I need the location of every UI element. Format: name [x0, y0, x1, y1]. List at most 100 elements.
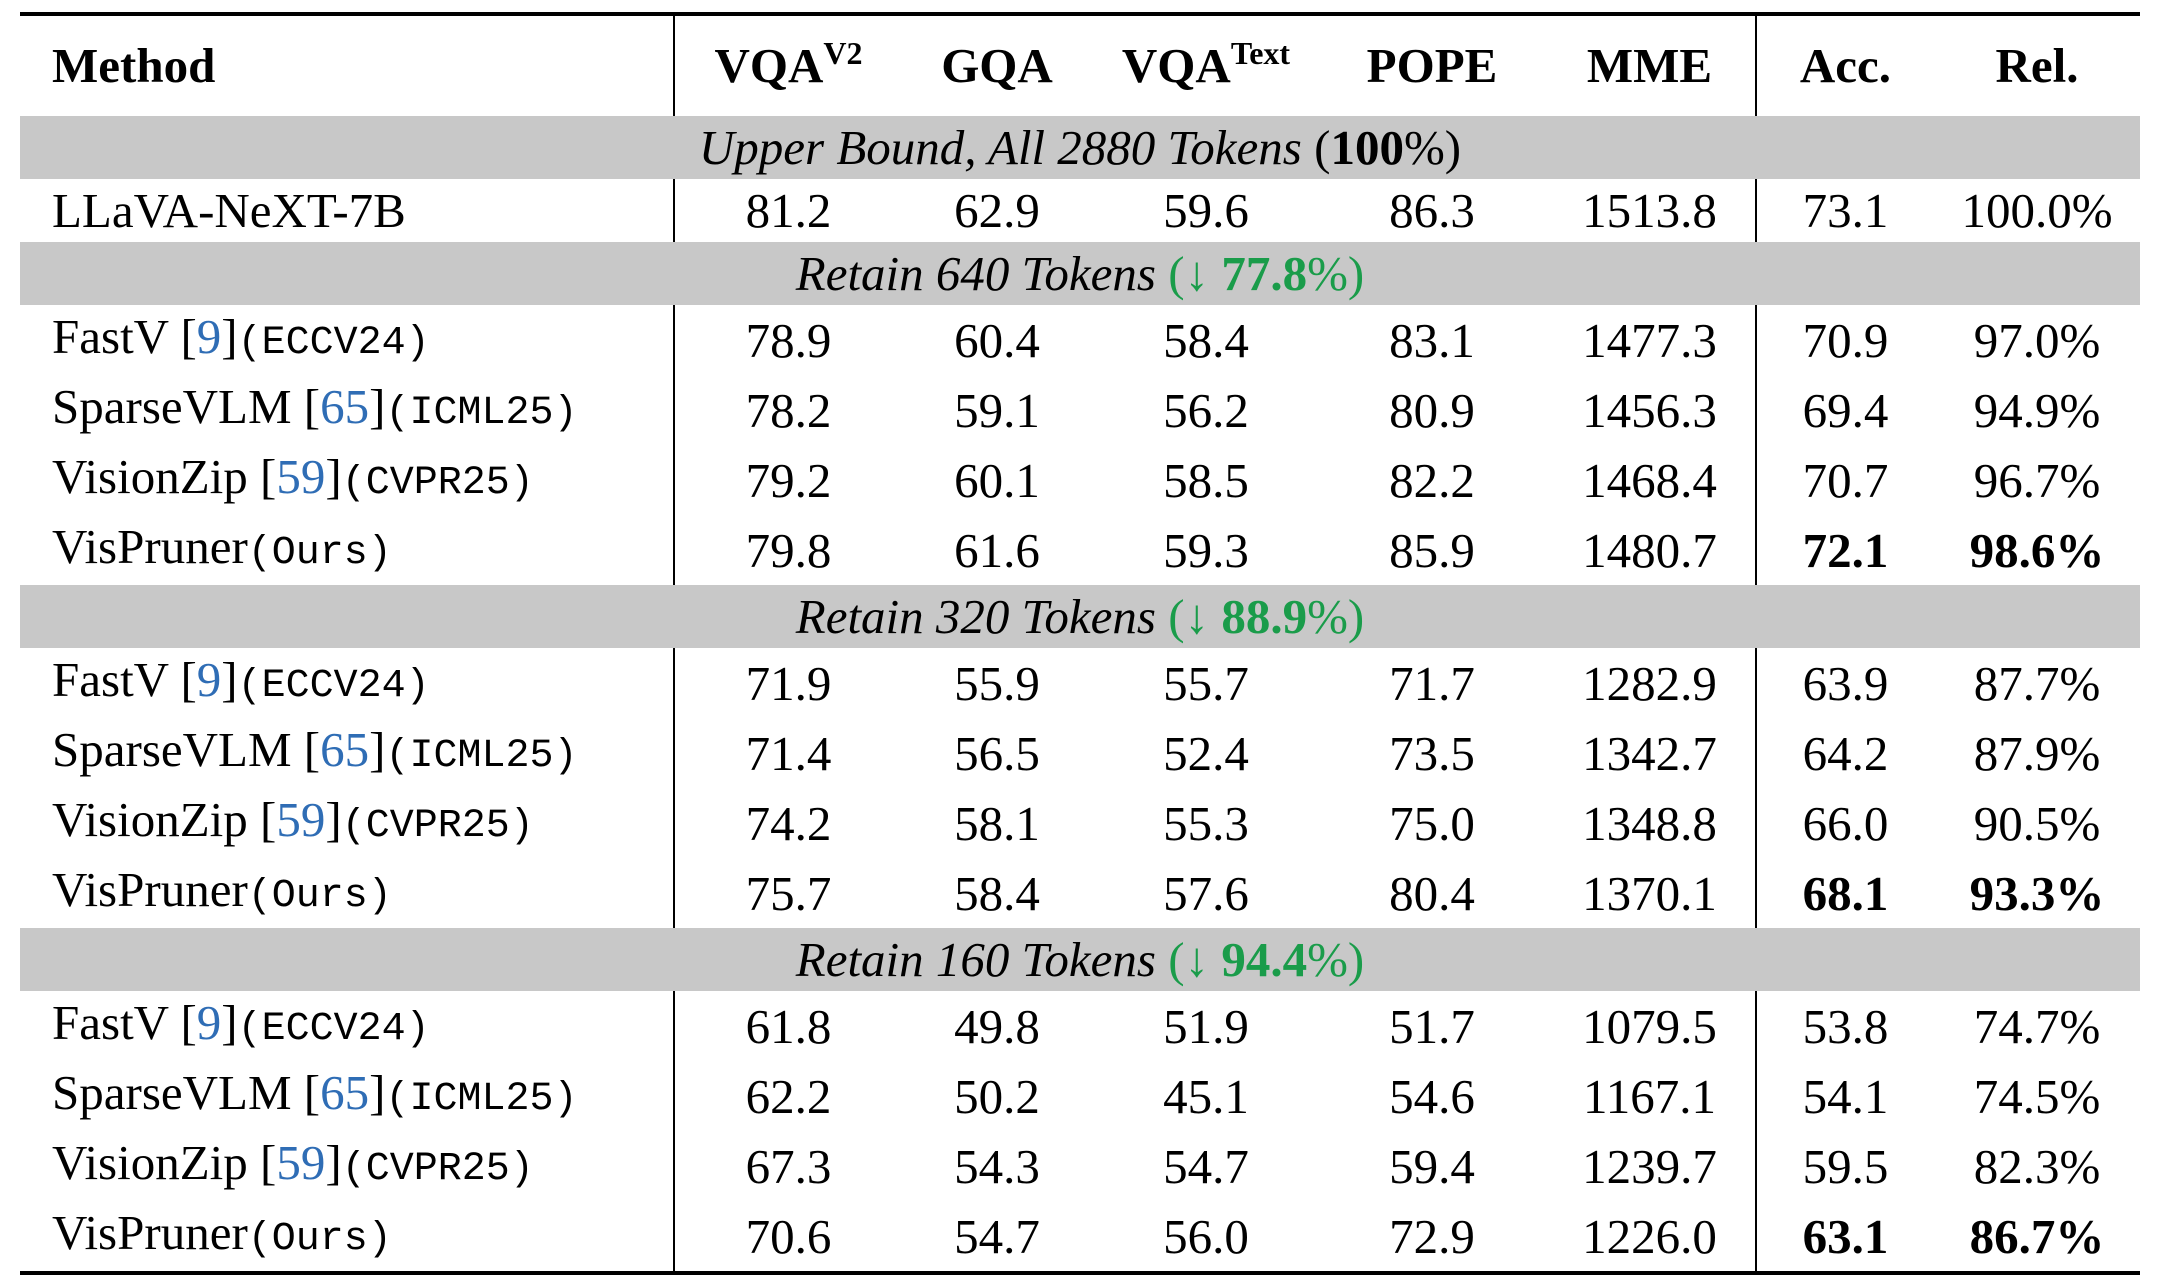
mme-cell: 1513.8: [1582, 183, 1717, 238]
gqa-cell: 60.1: [954, 452, 1040, 508]
citation-number[interactable]: 59: [276, 1135, 326, 1190]
vqatext-cell: 55.7: [1163, 655, 1249, 711]
citation-number[interactable]: 65: [320, 722, 370, 777]
acc-cell: 72.1: [1755, 515, 1934, 585]
pope-cell: 86.3: [1389, 183, 1475, 238]
section-header-row: Upper Bound, All 2880 Tokens (100%): [20, 116, 2140, 179]
table-row: LLaVA-NeXT-7B 81.2 62.9 59.6 86.3 1513.8 73.1 1…: [20, 179, 2140, 242]
gqa-cell: 49.8: [954, 998, 1040, 1054]
pope-cell: 59.4: [1389, 1138, 1475, 1194]
vqatext-cell: 56.2: [1163, 382, 1249, 438]
header-pope: POPE: [1366, 38, 1498, 93]
table-row: FastV [9](ECCV24) 61.8 49.8 51.9 51.7 1079.5 5…: [20, 991, 2140, 1061]
vqav2-cell: 79.2: [745, 452, 832, 508]
venue-tag: (ECCV24): [237, 321, 430, 366]
header-vqav2-label: VQA: [714, 38, 824, 93]
method-cell: VisPruner(Ours): [20, 515, 675, 585]
acc-cell: 70.7: [1755, 445, 1934, 515]
method-cell: VisionZip [59](CVPR25): [20, 1131, 675, 1201]
method-name: VisPruner: [52, 1205, 248, 1260]
citation[interactable]: [9]: [180, 995, 238, 1050]
section-reduction: (↓ 77.8%): [1156, 246, 1364, 301]
gqa-cell: 58.4: [954, 865, 1040, 921]
section-pct-open: (↓: [1156, 589, 1222, 644]
citation[interactable]: [65]: [303, 379, 386, 434]
vqav2-cell: 79.8: [745, 522, 832, 578]
acc-cell: 53.8: [1755, 991, 1934, 1061]
rel-cell: 74.7%: [1973, 998, 2101, 1054]
method-name: VisionZip: [52, 792, 261, 847]
rel-cell: 74.5%: [1973, 1068, 2101, 1124]
header-method: Method: [20, 14, 675, 116]
rel-cell: 94.9%: [1973, 382, 2101, 438]
method-cell: VisionZip [59](CVPR25): [20, 445, 675, 515]
citation-number[interactable]: 59: [276, 792, 326, 847]
citation[interactable]: [9]: [180, 309, 238, 364]
acc-cell: 63.1: [1755, 1201, 1934, 1273]
citation-number[interactable]: 9: [196, 995, 222, 1050]
method-name: VisionZip: [52, 449, 261, 504]
citation-number[interactable]: 65: [320, 379, 370, 434]
citation[interactable]: [59]: [260, 792, 342, 847]
gqa-cell: 54.3: [954, 1138, 1040, 1194]
method-name: VisPruner: [52, 862, 248, 917]
pope-cell: 80.9: [1389, 382, 1475, 438]
method-cell: FastV [9](ECCV24): [20, 991, 675, 1061]
citation[interactable]: [65]: [303, 722, 386, 777]
header-vqatext-sup: Text: [1230, 35, 1291, 71]
table-section: Upper Bound, All 2880 Tokens (100%) LLaVA…: [20, 116, 2140, 242]
citation-number[interactable]: 9: [196, 652, 222, 707]
section-pct-open: (↓: [1156, 932, 1222, 987]
section-pct-open: (: [1301, 120, 1331, 175]
section-pct-close: ): [1347, 932, 1365, 987]
section-pct-close: ): [1347, 246, 1365, 301]
table-row: FastV [9](ECCV24) 71.9 55.9 55.7 71.7 1282.9 6…: [20, 648, 2140, 718]
section-title-text: Retain 320 Tokens: [795, 589, 1156, 644]
vqatext-cell: 59.6: [1163, 183, 1249, 238]
table-row: VisionZip [59](CVPR25) 79.2 60.1 58.5 82.2 14…: [20, 445, 2140, 515]
vqatext-cell: 57.6: [1163, 865, 1249, 921]
results-table: Method VQAV2 GQA VQAText POPE MME Acc. R…: [20, 12, 2140, 1275]
citation[interactable]: [65]: [303, 1065, 386, 1120]
vqatext-cell: 56.0: [1163, 1208, 1249, 1264]
gqa-cell: 58.1: [954, 795, 1040, 851]
acc-cell: 66.0: [1755, 788, 1934, 858]
table-row: VisPruner(Ours) 75.7 58.4 57.6 80.4 1370.1 68.…: [20, 858, 2140, 928]
section-title: Upper Bound, All 2880 Tokens (100%): [20, 116, 2140, 179]
method-name: SparseVLM: [52, 1065, 304, 1120]
pope-cell: 54.6: [1389, 1068, 1475, 1124]
gqa-cell: 59.1: [954, 382, 1040, 438]
method-name: SparseVLM: [52, 379, 304, 434]
citation[interactable]: [59]: [260, 1135, 342, 1190]
header-acc: Acc.: [1755, 14, 1934, 116]
method-cell: VisPruner(Ours): [20, 858, 675, 928]
section-reduction: (↓ 88.9%): [1156, 589, 1364, 644]
venue-tag: (CVPR25): [341, 461, 534, 506]
method-name: SparseVLM: [52, 722, 304, 777]
mme-cell: 1342.7: [1582, 725, 1717, 781]
section-title-text: Retain 640 Tokens: [795, 246, 1156, 301]
acc-cell: 70.9: [1755, 305, 1934, 375]
vqatext-cell: 58.4: [1163, 312, 1249, 368]
header-row: Method VQAV2 GQA VQAText POPE MME Acc. R…: [20, 14, 2140, 116]
citation-number[interactable]: 9: [196, 309, 222, 364]
pope-cell: 51.7: [1389, 998, 1475, 1054]
citation[interactable]: [9]: [180, 652, 238, 707]
citation-number[interactable]: 65: [320, 1065, 370, 1120]
section-title-text: Retain 160 Tokens: [795, 932, 1156, 987]
pope-cell: 82.2: [1389, 452, 1475, 508]
venue-tag: (ICML25): [385, 1077, 578, 1122]
vqav2-cell: 81.2: [745, 183, 832, 238]
table-row: SparseVLM [65](ICML25) 71.4 56.5 52.4 73.5 13…: [20, 718, 2140, 788]
section-reduction: (100%): [1302, 120, 1461, 175]
table-row: VisPruner(Ours) 70.6 54.7 56.0 72.9 1226.0 63.…: [20, 1201, 2140, 1273]
citation[interactable]: [59]: [260, 449, 342, 504]
vqatext-cell: 59.3: [1163, 522, 1249, 578]
gqa-cell: 50.2: [954, 1068, 1040, 1124]
rel-cell: 90.5%: [1973, 795, 2101, 851]
method-cell: SparseVLM [65](ICML25): [20, 718, 675, 788]
gqa-cell: 62.9: [954, 183, 1040, 238]
section-pct-sign: %: [1307, 246, 1348, 301]
rel-cell: 82.3%: [1973, 1138, 2101, 1194]
citation-number[interactable]: 59: [276, 449, 326, 504]
